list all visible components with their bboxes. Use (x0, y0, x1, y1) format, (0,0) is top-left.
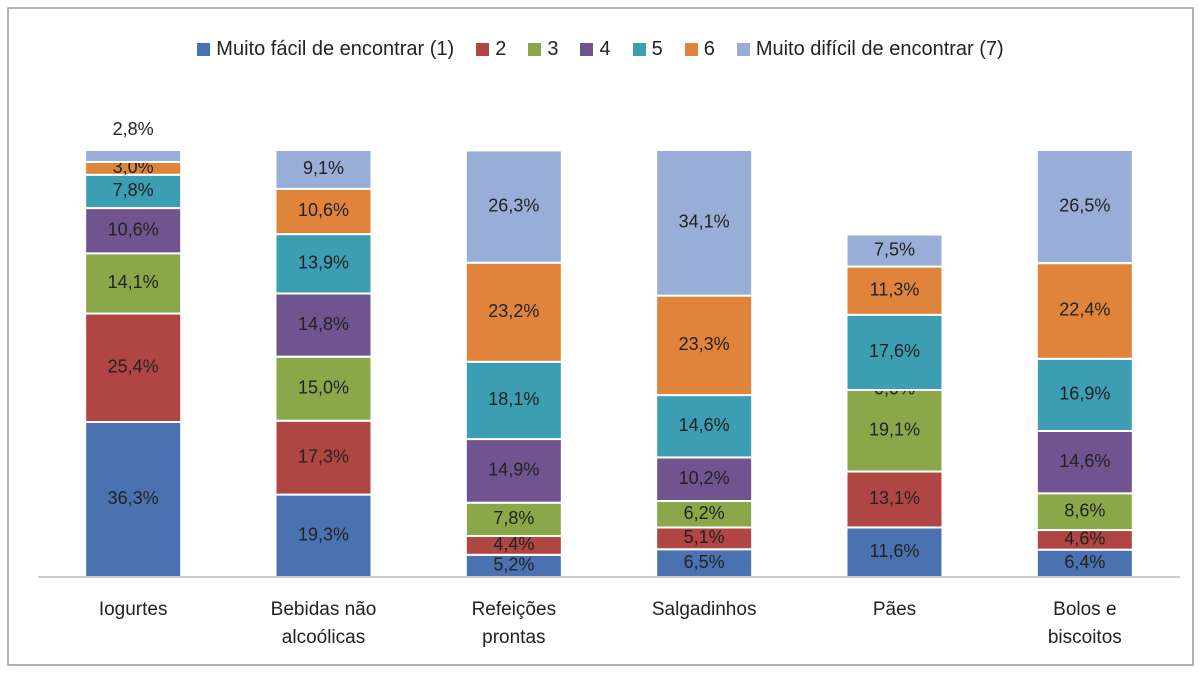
legend-label: 2 (495, 38, 507, 60)
x-tick-label: Iogurtes (98, 599, 168, 620)
bar-segment (655, 456, 754, 502)
legend-swatch (684, 43, 698, 56)
value-label: 11,6% (870, 541, 920, 561)
bar-segment (274, 233, 373, 295)
bar-segment (274, 149, 373, 190)
bar-segment (84, 312, 183, 423)
bar-segment (845, 388, 944, 473)
bar-segment (655, 149, 754, 297)
frame (7, 7, 1194, 666)
legend-swatch (736, 43, 750, 56)
bar-segment (655, 394, 754, 459)
legend-swatch (197, 43, 211, 56)
bar-segment (655, 294, 754, 397)
legend-item: 6 (684, 38, 715, 61)
x-tick-label: Pães (872, 599, 917, 620)
bar-segment (845, 470, 944, 529)
legend-swatch (476, 43, 490, 56)
x-tick-label: Refeições prontas (471, 599, 557, 648)
value-label: 23,2% (488, 301, 539, 321)
legend-item: Muito difícil de encontrar (7) (736, 38, 1004, 61)
value-label: 7,5% (874, 239, 915, 259)
legend-item: 3 (528, 38, 558, 61)
value-label: 8,6% (1064, 500, 1105, 520)
value-label: 15,0% (298, 377, 349, 397)
value-label: 18,1% (488, 389, 539, 409)
value-label: 10,2% (679, 468, 730, 488)
legend-item: 5 (632, 38, 663, 61)
value-label: 4,6% (1064, 529, 1105, 549)
value-label: 6,2% (684, 503, 725, 523)
legend-swatch (632, 43, 646, 56)
value-label: 7,8% (113, 180, 154, 200)
value-label: 23,3% (679, 334, 730, 354)
value-label: 16,9% (1059, 384, 1110, 404)
bar-segment (845, 526, 944, 579)
bar-segment (845, 233, 944, 268)
value-label: 25,4% (108, 357, 159, 377)
value-label: 13,9% (298, 253, 349, 273)
value-label: 14,1% (108, 272, 159, 292)
legend-item: 2 (476, 38, 506, 61)
legend: Muito fácil de encontrar (1) 2 3 4 5 6 Muito d… (0, 38, 1201, 61)
legend-label: 4 (599, 38, 611, 60)
legend-label: Muito fácil de encontrar (1) (216, 38, 455, 60)
value-label: 9,1% (303, 158, 344, 178)
value-label: 26,5% (1059, 195, 1110, 215)
value-label: 14,6% (1059, 451, 1110, 471)
value-label: 34,1% (679, 212, 730, 232)
value-label: 14,8% (298, 314, 349, 334)
legend-label: 6 (703, 38, 715, 60)
x-tick-label: Salgadinhos (651, 599, 757, 620)
legend-label: 3 (547, 38, 559, 60)
value-label: 22,4% (1059, 300, 1110, 320)
bar-segment (84, 207, 183, 255)
value-label: 26,3% (488, 195, 539, 215)
legend-label: 5 (651, 38, 663, 60)
bar-segment (84, 420, 183, 578)
bar-segment (464, 438, 563, 504)
value-label: 17,3% (298, 446, 349, 466)
legend-item: Muito fácil de encontrar (1) (197, 38, 454, 61)
bar-segment (1035, 149, 1134, 265)
legend-label: Muito difícil de encontrar (7) (755, 38, 1004, 60)
bar-segment (464, 149, 563, 264)
value-label: 6,5% (684, 552, 725, 572)
x-tick-label: Bolos e biscoitos (1047, 599, 1122, 648)
value-label: 10,6% (108, 219, 159, 239)
value-label: 17,6% (869, 341, 920, 361)
value-label: 19,3% (298, 525, 349, 545)
bar-segment (464, 501, 563, 538)
value-label: 4,4% (493, 534, 534, 554)
value-label: 14,9% (488, 460, 539, 480)
value-label: 13,1% (869, 488, 920, 508)
value-label: 36,3% (108, 488, 159, 508)
value-label: 7,8% (493, 508, 534, 528)
value-label: 6,4% (1064, 552, 1105, 572)
bar-segment (1035, 492, 1134, 532)
value-label: 5,2% (493, 555, 534, 575)
bar-segment (274, 292, 373, 358)
bar-segment (464, 360, 563, 441)
value-label: 2,8% (113, 119, 154, 139)
value-label: 14,6% (679, 415, 730, 435)
legend-swatch (528, 43, 542, 56)
bar-segment (274, 419, 373, 496)
bar-segment (84, 149, 183, 163)
value-label: 10,6% (298, 200, 349, 220)
bar-segment (464, 261, 563, 363)
value-label: 11,3% (870, 279, 920, 299)
bar-segment (274, 187, 373, 236)
legend-swatch (580, 43, 594, 56)
bar-segment (845, 313, 944, 391)
value-label: 19,1% (869, 420, 920, 440)
bar-segment (845, 265, 944, 316)
legend-item: 4 (580, 38, 611, 61)
value-label: 5,1% (684, 527, 725, 547)
bar-segment (1035, 262, 1134, 360)
x-tick-label: Bebidas não alcoólicas (270, 599, 377, 648)
